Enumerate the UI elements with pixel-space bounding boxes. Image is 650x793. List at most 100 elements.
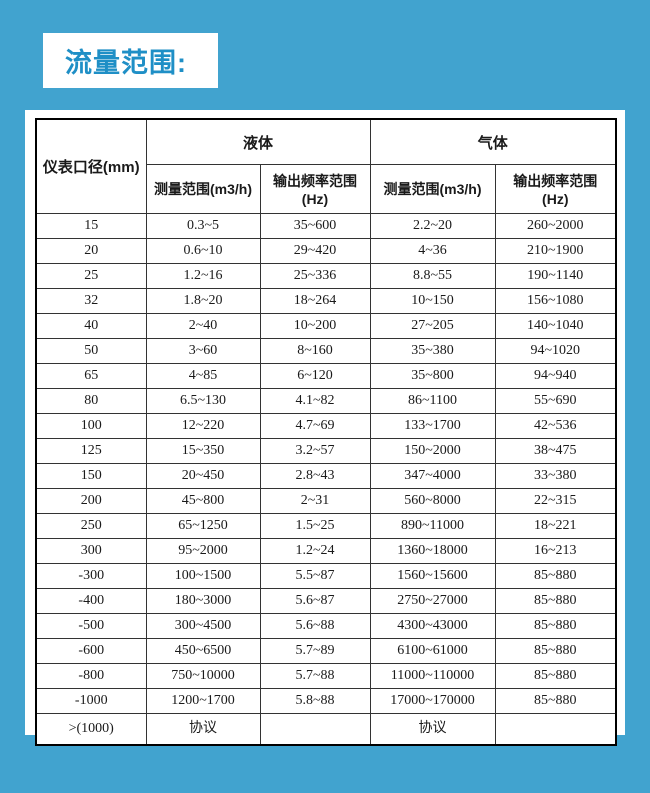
- table-cell: 300: [35, 538, 147, 564]
- table-cell: -600: [35, 638, 147, 664]
- table-cell: 5.7~89: [259, 638, 371, 664]
- col-header-gas-measure: 测量范围(m3/h): [369, 164, 496, 214]
- table-cell: 150: [35, 463, 147, 489]
- table-cell: 40: [35, 313, 147, 339]
- table-row: 65 4~85 6~120 35~800 94~940: [35, 363, 617, 389]
- table-cell: 3.2~57: [259, 438, 371, 464]
- table-cell: 6100~61000: [369, 638, 496, 664]
- table-cell: 190~1140: [494, 263, 617, 289]
- table-cell: 45~800: [145, 488, 261, 514]
- table-cell: 8~160: [259, 338, 371, 364]
- table-row: -600 450~6500 5.7~89 6100~61000 85~880: [35, 638, 617, 664]
- table-row: 25 1.2~16 25~336 8.8~55 190~1140: [35, 263, 617, 289]
- table-row: 100 12~220 4.7~69 133~1700 42~536: [35, 413, 617, 439]
- table-cell: 10~200: [259, 313, 371, 339]
- table-cell: 2~31: [259, 488, 371, 514]
- table-cell: 85~880: [494, 588, 617, 614]
- table-cell: 4300~43000: [369, 613, 496, 639]
- table-cell: 300~4500: [145, 613, 261, 639]
- table-cell: 347~4000: [369, 463, 496, 489]
- table-cell: 65~1250: [145, 513, 261, 539]
- table-cell: 65: [35, 363, 147, 389]
- table-cell: 750~10000: [145, 663, 261, 689]
- table-cell: 5.6~87: [259, 588, 371, 614]
- col-header-gas-freq-line1: 输出频率范围: [513, 173, 598, 189]
- table-cell: 85~880: [494, 638, 617, 664]
- table-cell: 18~264: [259, 288, 371, 314]
- table-cell: 100: [35, 413, 147, 439]
- table-cell: 100~1500: [145, 563, 261, 589]
- flow-range-table: 仪表口径(mm) 液体 气体 测量范围(m3/h) 输出频率范围 (Hz) 测量…: [35, 118, 618, 746]
- table-cell: 协议: [369, 713, 496, 746]
- table-cell: 5.5~87: [259, 563, 371, 589]
- table-cell: 200: [35, 488, 147, 514]
- table-cell: 890~11000: [369, 513, 496, 539]
- table-cell: 2.2~20: [369, 213, 496, 239]
- corner-header: 仪表口径(mm): [35, 118, 147, 214]
- table-cell: [259, 713, 371, 746]
- table-cell: 5.6~88: [259, 613, 371, 639]
- table-cell: 10~150: [369, 288, 496, 314]
- table-cell: 33~380: [494, 463, 617, 489]
- table-cell: 20~450: [145, 463, 261, 489]
- table-cell: 94~1020: [494, 338, 617, 364]
- table-row: 150 20~450 2.8~43 347~4000 33~380: [35, 463, 617, 489]
- col-header-gas-freq-line2: (Hz): [542, 191, 569, 207]
- table-cell: 15~350: [145, 438, 261, 464]
- table-cell: 25: [35, 263, 147, 289]
- table-cell: 29~420: [259, 238, 371, 264]
- table-cell: 4~85: [145, 363, 261, 389]
- table-row: -1000 1200~1700 5.8~88 17000~170000 85~880: [35, 688, 617, 714]
- table-cell: 150~2000: [369, 438, 496, 464]
- group-header-gas: 气体: [369, 118, 617, 165]
- section-title-text: 流量范围:: [65, 48, 187, 78]
- table-cell: 260~2000: [494, 213, 617, 239]
- col-header-liquid-freq-line1: 输出频率范围: [273, 173, 357, 189]
- table-cell: 86~1100: [369, 388, 496, 414]
- table-row: 250 65~1250 1.5~25 890~11000 18~221: [35, 513, 617, 539]
- table-cell: 85~880: [494, 563, 617, 589]
- table-row: 200 45~800 2~31 560~8000 22~315: [35, 488, 617, 514]
- table-cell: 6.5~130: [145, 388, 261, 414]
- table-cell: 27~205: [369, 313, 496, 339]
- table-cell: 3~60: [145, 338, 261, 364]
- table-row: -800 750~10000 5.7~88 11000~110000 85~880: [35, 663, 617, 689]
- table-header: 仪表口径(mm) 液体 气体 测量范围(m3/h) 输出频率范围 (Hz) 测量…: [35, 118, 617, 214]
- table-cell: 1.5~25: [259, 513, 371, 539]
- table-row: 15 0.3~5 35~600 2.2~20 260~2000: [35, 213, 617, 239]
- table-cell: 50: [35, 338, 147, 364]
- table-cell: 0.3~5: [145, 213, 261, 239]
- table-cell: 5.8~88: [259, 688, 371, 714]
- col-header-liquid-freq-line2: (Hz): [301, 191, 329, 207]
- table-cell: 18~221: [494, 513, 617, 539]
- table-cell: 1.2~24: [259, 538, 371, 564]
- table-row: -500 300~4500 5.6~88 4300~43000 85~880: [35, 613, 617, 639]
- table-cell: [494, 713, 617, 746]
- col-header-liquid-freq: 输出频率范围 (Hz): [259, 164, 371, 214]
- table-cell: 85~880: [494, 613, 617, 639]
- table-cell: 0.6~10: [145, 238, 261, 264]
- table-cell: 450~6500: [145, 638, 261, 664]
- table-cell: 38~475: [494, 438, 617, 464]
- table-panel: 仪表口径(mm) 液体 气体 测量范围(m3/h) 输出频率范围 (Hz) 测量…: [25, 110, 625, 746]
- table-cell: 20: [35, 238, 147, 264]
- table-cell: 1200~1700: [145, 688, 261, 714]
- table-header-row-columns: 测量范围(m3/h) 输出频率范围 (Hz) 测量范围(m3/h) 输出频率范围…: [36, 164, 617, 214]
- table-cell: 35~380: [369, 338, 496, 364]
- table-cell: 32: [35, 288, 147, 314]
- table-cell: -800: [35, 663, 147, 689]
- table-cell: 1.2~16: [145, 263, 261, 289]
- table-row: 300 95~2000 1.2~24 1360~18000 16~213: [35, 538, 617, 564]
- table-cell: -500: [35, 613, 147, 639]
- table-cell: -300: [35, 563, 147, 589]
- table-cell: 94~940: [494, 363, 617, 389]
- table-cell: 35~800: [369, 363, 496, 389]
- section-title: 流量范围:: [43, 33, 218, 88]
- group-header-liquid: 液体: [145, 118, 371, 165]
- table-cell: 8.8~55: [369, 263, 496, 289]
- table-row: 80 6.5~130 4.1~82 86~1100 55~690: [35, 388, 617, 414]
- table-row: 40 2~40 10~200 27~205 140~1040: [35, 313, 617, 339]
- table-row: -300 100~1500 5.5~87 1560~15600 85~880: [35, 563, 617, 589]
- table-cell: 85~880: [494, 663, 617, 689]
- table-cell: 4~36: [369, 238, 496, 264]
